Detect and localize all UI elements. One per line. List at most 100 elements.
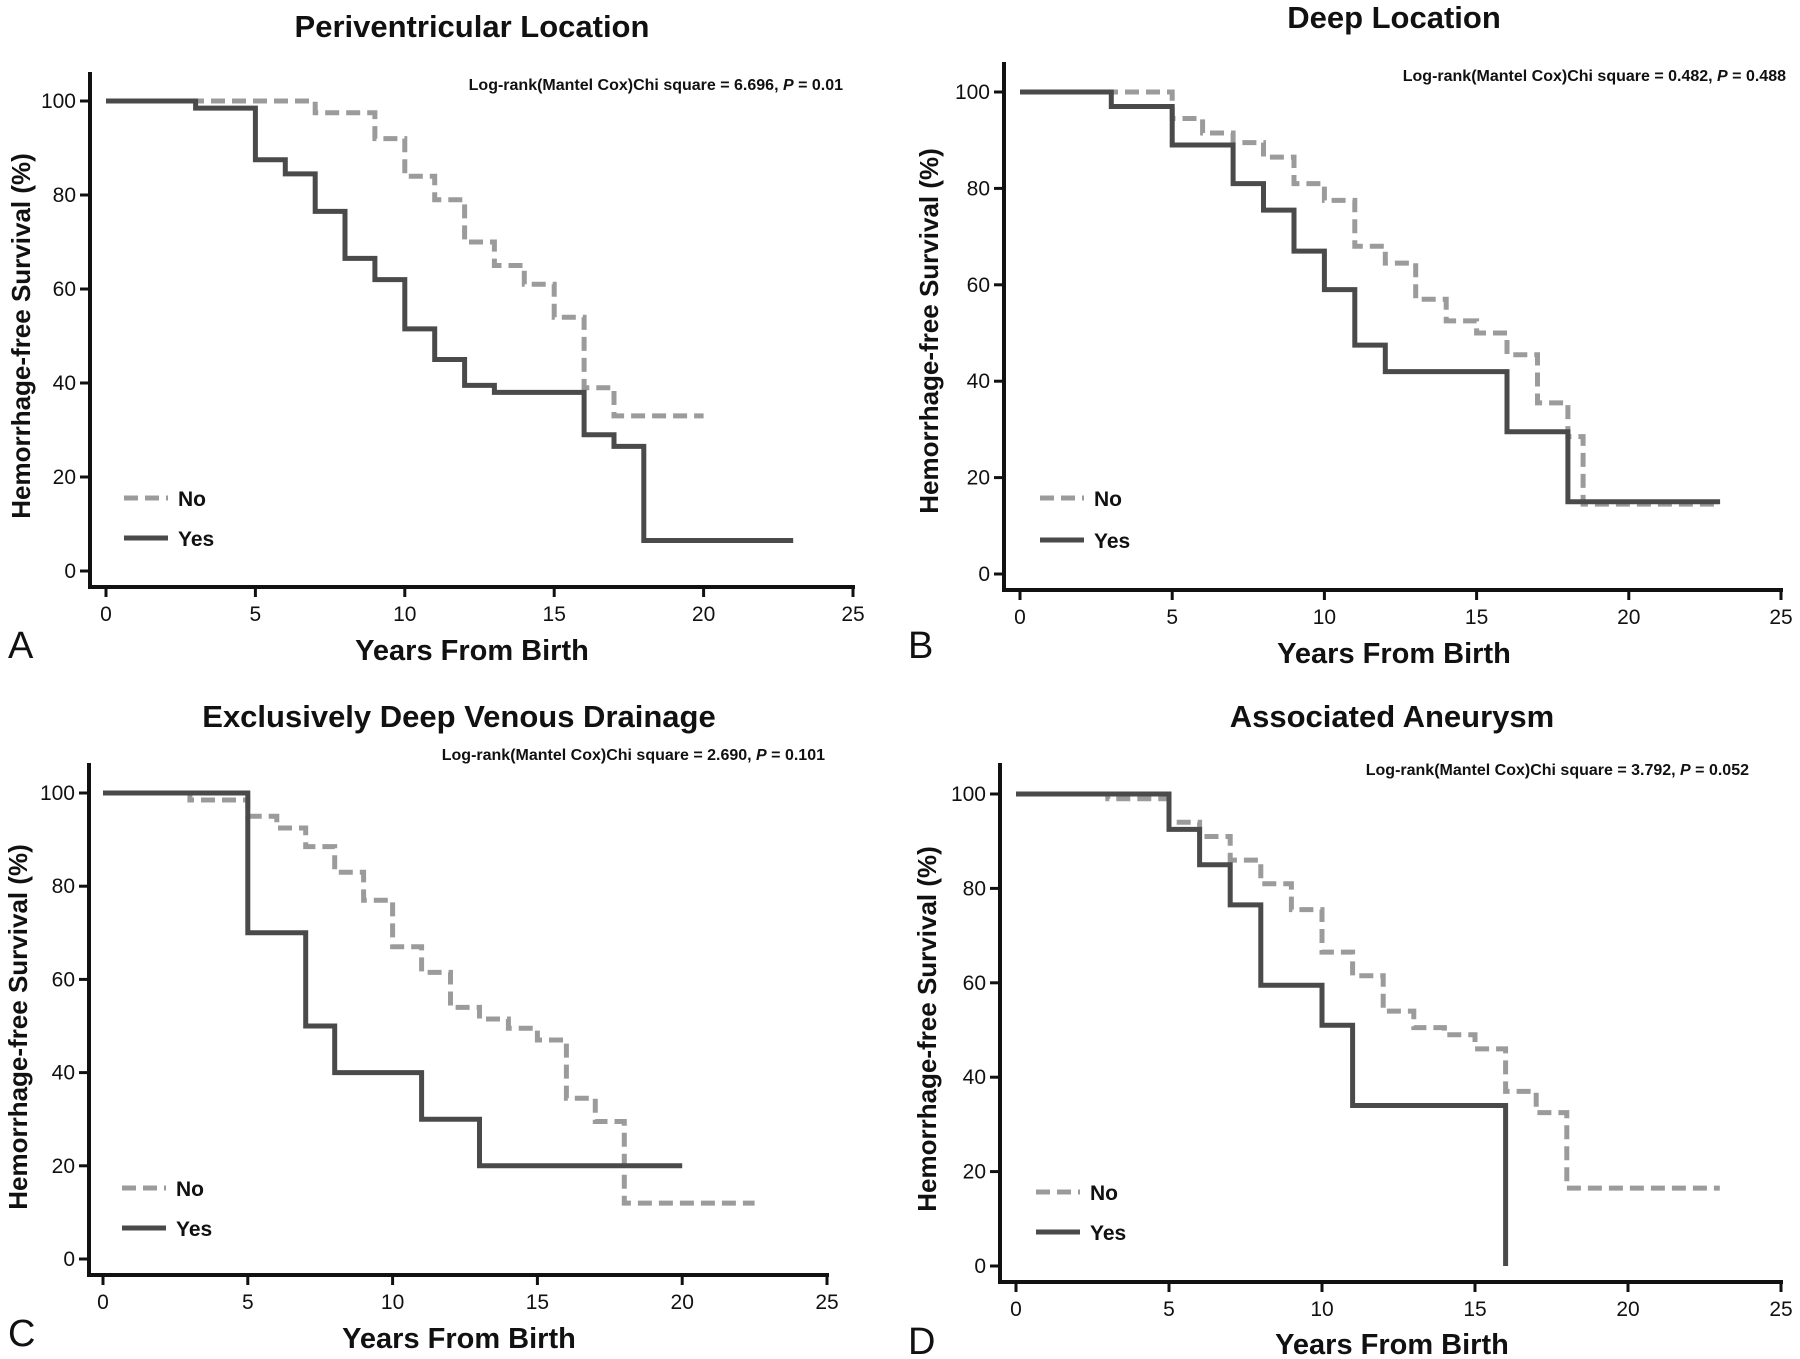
series-yes-line xyxy=(103,790,683,1169)
y-tick-label: 40 xyxy=(963,1066,986,1089)
series-no-line xyxy=(1020,89,1721,507)
series-yes-line xyxy=(1016,791,1509,1266)
panel-letter: C xyxy=(8,1313,35,1355)
y-tick-label: 40 xyxy=(53,372,76,395)
p-value: = 0.488 xyxy=(1728,68,1786,85)
chart-title: Associated Aneurysm xyxy=(1230,699,1554,734)
p-label: P xyxy=(1717,68,1728,85)
legend-label-yes: Yes xyxy=(178,528,214,551)
legend-label-no: No xyxy=(1090,1182,1118,1205)
p-label: P xyxy=(783,77,794,94)
y-tick-label: 0 xyxy=(978,563,990,586)
y-tick-label: 80 xyxy=(963,877,986,900)
y-tick-label: 60 xyxy=(963,972,986,995)
chart-panel-b: Deep Location Log-rank(Mantel Cox)Chi squ… xyxy=(908,0,1793,670)
x-tick-label: 20 xyxy=(1617,606,1640,629)
y-axis-label: Hemorrhage-free Survival (%) xyxy=(912,846,942,1212)
series-yes-line xyxy=(106,98,794,543)
series-no-line xyxy=(1016,791,1720,1191)
x-tick-label: 5 xyxy=(1166,606,1178,629)
chart-panel-c: Exclusively Deep Venous Drainage Log-rank… xyxy=(3,699,839,1355)
x-tick-label: 0 xyxy=(97,1291,109,1314)
x-tick-label: 25 xyxy=(1769,1298,1792,1321)
panel-letter: B xyxy=(908,625,933,667)
x-tick-label: 5 xyxy=(1163,1298,1175,1321)
y-tick-label: 80 xyxy=(52,875,75,898)
legend-label-no: No xyxy=(176,1178,204,1201)
legend-label-yes: Yes xyxy=(1094,530,1130,553)
x-tick-label: 5 xyxy=(242,1291,254,1314)
chart-panel-a: Periventricular Location Log-rank(Mantel … xyxy=(6,9,865,667)
x-tick-label: 5 xyxy=(250,603,262,626)
y-tick-label: 60 xyxy=(52,968,75,991)
x-tick-label: 25 xyxy=(1769,606,1792,629)
stat-annotation: Log-rank(Mantel Cox)Chi square = 0.482, … xyxy=(1403,68,1786,85)
x-axis-label: Years From Birth xyxy=(1277,638,1511,670)
stat-text: Log-rank(Mantel Cox)Chi square = 0.482, xyxy=(1403,68,1717,85)
p-value: = 0.052 xyxy=(1691,762,1749,779)
x-tick-label: 15 xyxy=(543,603,566,626)
y-tick-label: 0 xyxy=(974,1255,986,1278)
series-yes-line xyxy=(1020,89,1721,505)
legend-label-no: No xyxy=(1094,488,1122,511)
y-tick-label: 20 xyxy=(967,467,990,490)
x-tick-label: 25 xyxy=(815,1291,838,1314)
x-tick-label: 10 xyxy=(1310,1298,1333,1321)
y-tick-label: 0 xyxy=(64,560,76,583)
x-tick-label: 0 xyxy=(1014,606,1026,629)
y-tick-label: 100 xyxy=(41,90,76,113)
y-tick-label: 100 xyxy=(40,782,75,805)
x-tick-label: 10 xyxy=(393,603,416,626)
p-value: = 0.01 xyxy=(794,77,843,94)
y-axis-label: Hemorrhage-free Survival (%) xyxy=(914,148,944,514)
stat-text: Log-rank(Mantel Cox)Chi square = 2.690, xyxy=(442,747,756,764)
y-tick-label: 40 xyxy=(52,1062,75,1085)
x-tick-label: 20 xyxy=(1616,1298,1639,1321)
y-tick-label: 60 xyxy=(967,274,990,297)
p-label: P xyxy=(756,747,767,764)
series-no-line xyxy=(106,98,704,419)
stat-annotation: Log-rank(Mantel Cox)Chi square = 2.690, … xyxy=(442,747,825,764)
chart-title: Exclusively Deep Venous Drainage xyxy=(202,699,715,734)
p-value: = 0.101 xyxy=(767,747,825,764)
x-tick-label: 10 xyxy=(381,1291,404,1314)
x-tick-label: 20 xyxy=(671,1291,694,1314)
y-tick-label: 80 xyxy=(53,184,76,207)
stat-text: Log-rank(Mantel Cox)Chi square = 3.792, xyxy=(1366,762,1680,779)
x-axis-label: Years From Birth xyxy=(355,635,589,667)
y-tick-label: 40 xyxy=(967,370,990,393)
series-no-line xyxy=(103,790,755,1206)
y-axis-label: Hemorrhage-free Survival (%) xyxy=(6,153,36,519)
x-tick-label: 25 xyxy=(841,603,864,626)
legend-label-yes: Yes xyxy=(176,1218,212,1241)
y-tick-label: 80 xyxy=(967,177,990,200)
p-label: P xyxy=(1680,762,1691,779)
stat-annotation: Log-rank(Mantel Cox)Chi square = 6.696, … xyxy=(469,77,843,94)
stat-annotation: Log-rank(Mantel Cox)Chi square = 3.792, … xyxy=(1366,762,1749,779)
y-tick-label: 100 xyxy=(951,783,986,806)
x-tick-label: 15 xyxy=(1465,606,1488,629)
y-tick-label: 20 xyxy=(52,1155,75,1178)
x-tick-label: 0 xyxy=(100,603,112,626)
x-axis-label: Years From Birth xyxy=(1275,1329,1509,1359)
chart-title: Periventricular Location xyxy=(295,9,650,44)
y-tick-label: 20 xyxy=(53,466,76,489)
panel-letter: D xyxy=(908,1321,935,1359)
y-tick-label: 0 xyxy=(63,1248,75,1271)
x-tick-label: 15 xyxy=(526,1291,549,1314)
legend-label-no: No xyxy=(178,488,206,511)
chart-title: Deep Location xyxy=(1287,0,1501,35)
x-tick-label: 0 xyxy=(1010,1298,1022,1321)
y-tick-label: 20 xyxy=(963,1161,986,1184)
x-axis-label: Years From Birth xyxy=(342,1323,576,1355)
stat-text: Log-rank(Mantel Cox)Chi square = 6.696, xyxy=(469,77,783,94)
y-axis-label: Hemorrhage-free Survival (%) xyxy=(3,844,33,1210)
legend-label-yes: Yes xyxy=(1090,1222,1126,1245)
x-tick-label: 10 xyxy=(1313,606,1336,629)
chart-panel-d: Associated Aneurysm Log-rank(Mantel Cox)C… xyxy=(908,699,1793,1359)
x-tick-label: 15 xyxy=(1463,1298,1486,1321)
y-tick-label: 100 xyxy=(955,81,990,104)
y-tick-label: 60 xyxy=(53,278,76,301)
panel-letter: A xyxy=(8,625,34,667)
